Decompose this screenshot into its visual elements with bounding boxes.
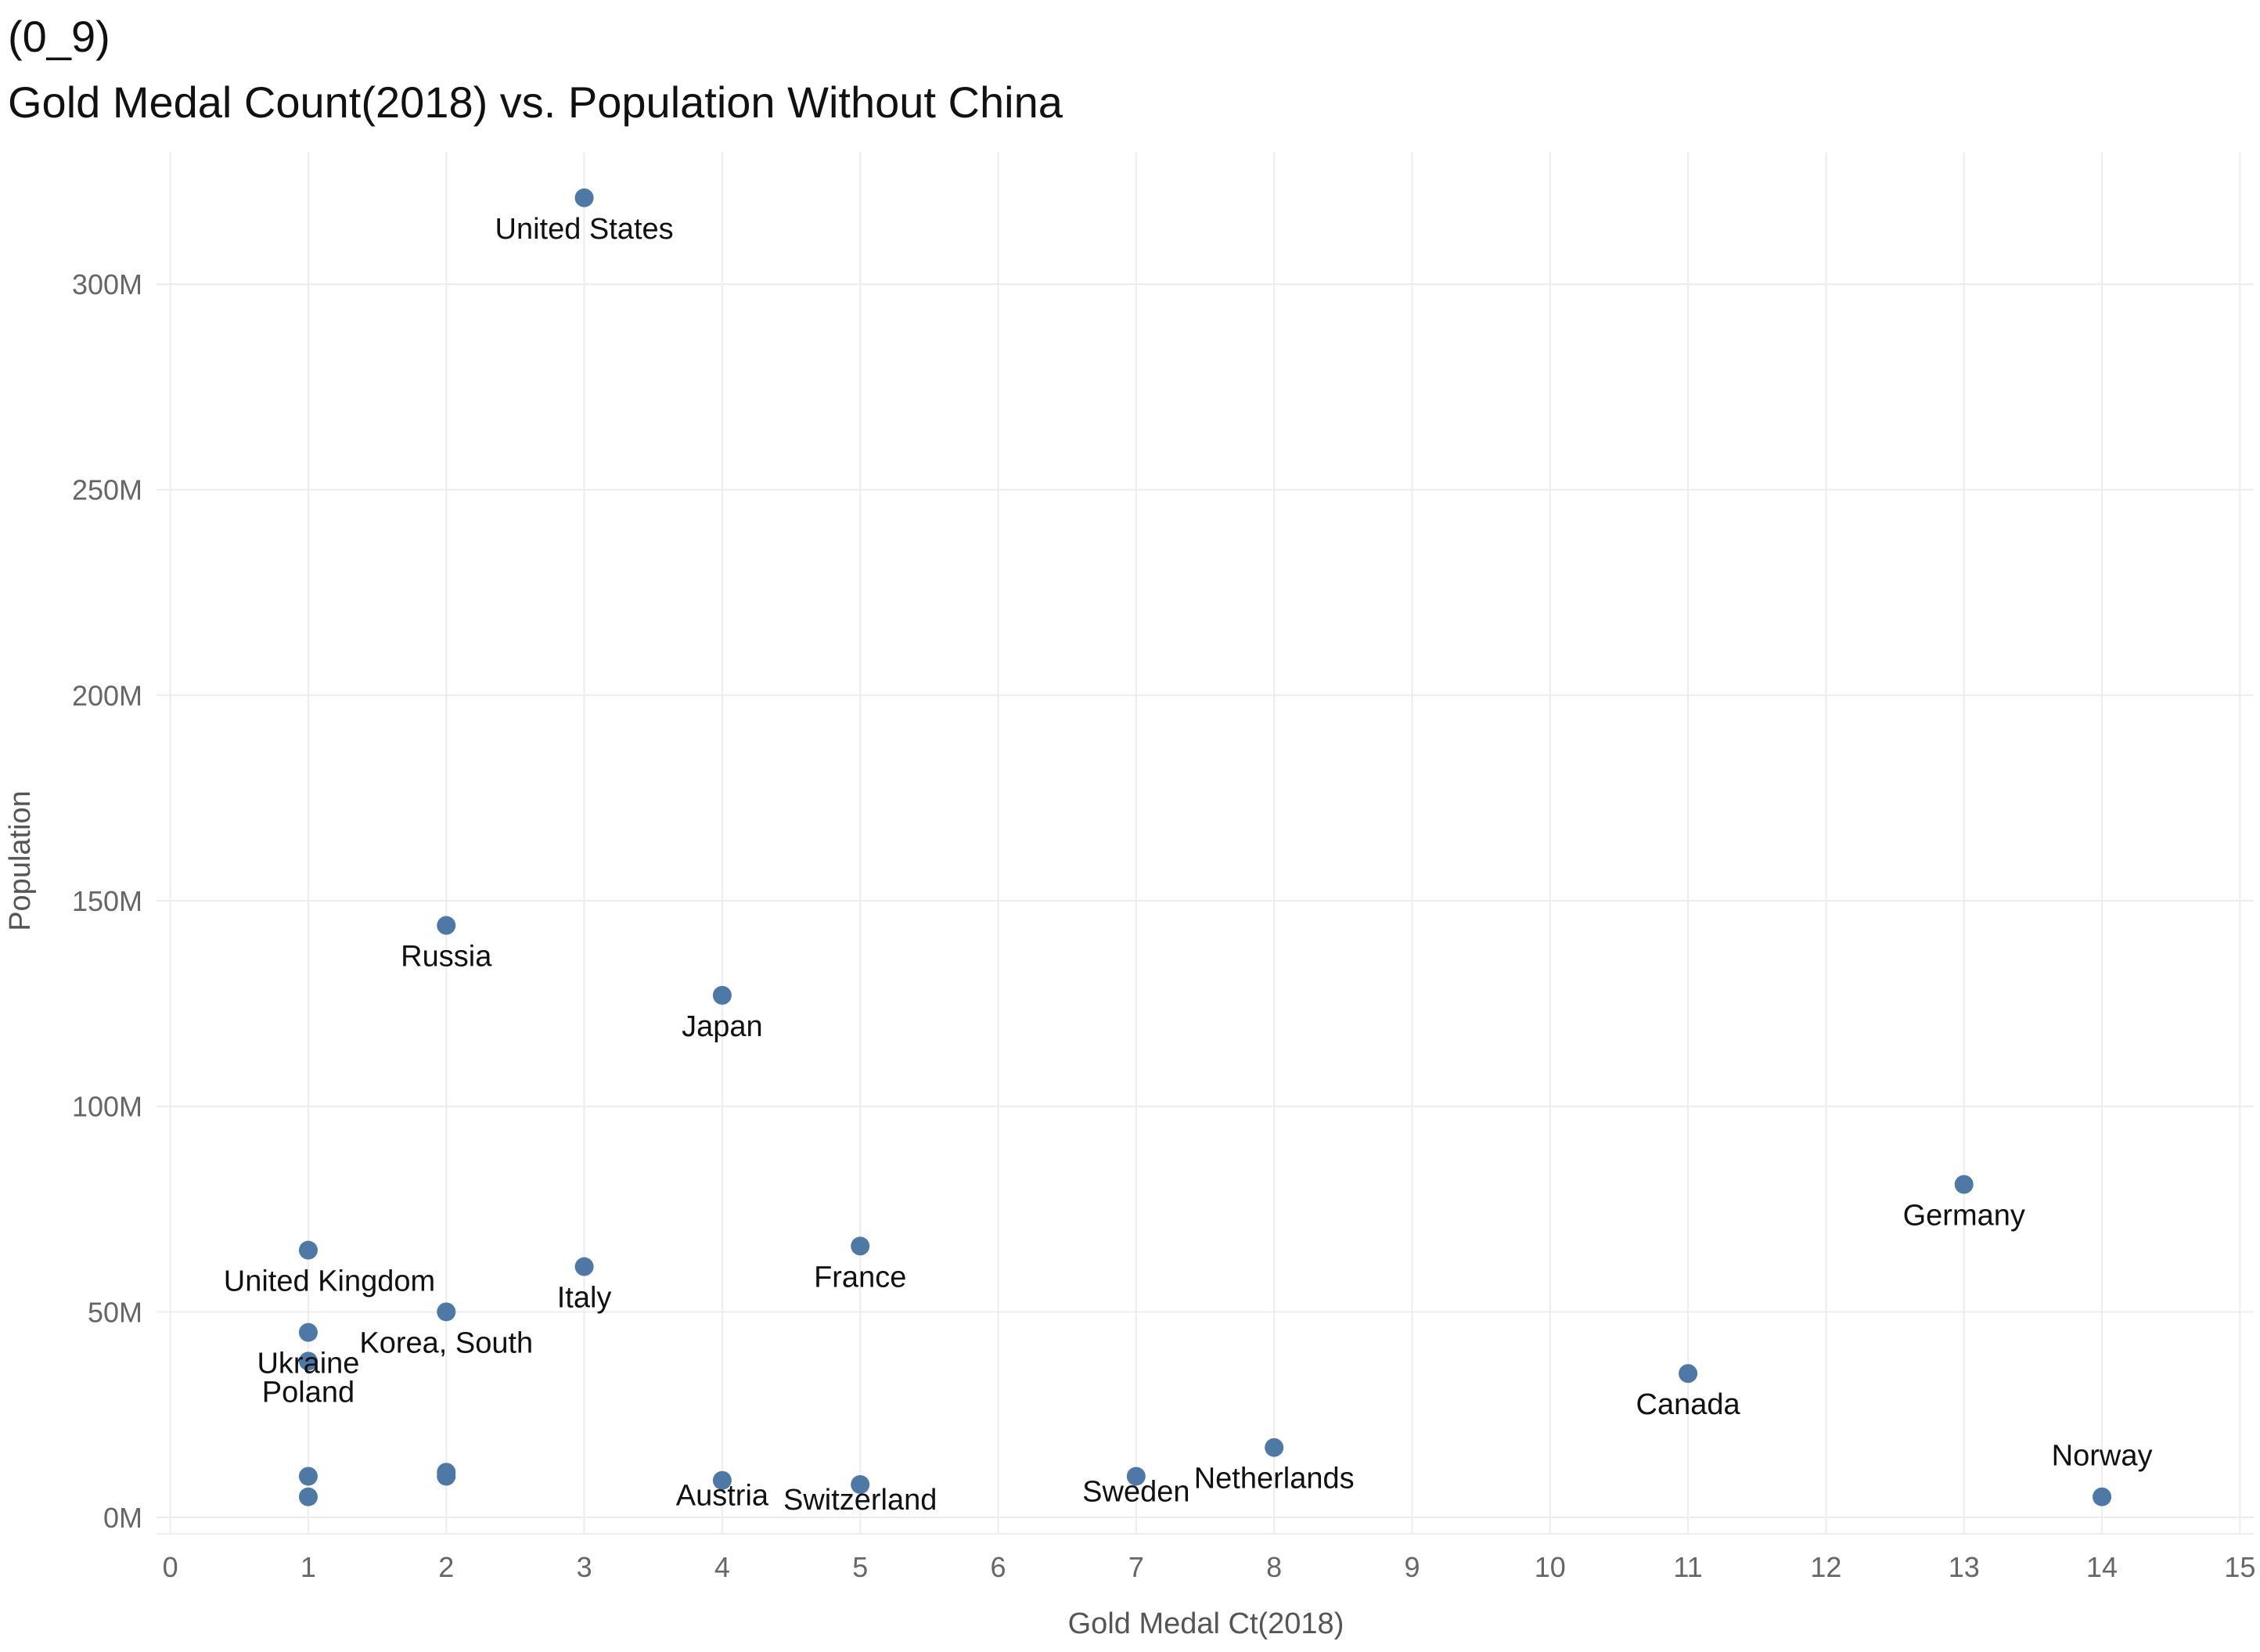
data-point	[712, 1470, 732, 1490]
data-point	[298, 1467, 318, 1486]
y-tick-label: 50M	[88, 1296, 142, 1328]
data-points	[298, 188, 2112, 1506]
x-tick-label: 12	[1810, 1551, 1841, 1583]
data-point	[1954, 1175, 1974, 1194]
x-tick-label: 13	[1949, 1551, 1980, 1583]
y-axis-ticks: 0M 50M 100M 150M 200M 250M 300M	[72, 268, 142, 1534]
data-point	[298, 1323, 318, 1342]
point-label: Korea, South	[359, 1326, 533, 1359]
chart-title-line1: (0_9)	[8, 12, 110, 61]
data-point	[1265, 1438, 1284, 1457]
data-point	[851, 1474, 870, 1494]
point-label: Italy	[557, 1282, 612, 1315]
data-point	[437, 916, 456, 935]
data-point	[574, 1257, 594, 1276]
x-axis-title: Gold Medal Ct(2018)	[1068, 1607, 1344, 1640]
x-tick-label: 0	[163, 1551, 178, 1583]
x-axis-ticks: 0 1 2 3 4 5 6 7 8 9 10 11 12 13 14 15	[163, 1551, 2256, 1583]
point-label: Canada	[1636, 1388, 1741, 1421]
y-tick-label: 150M	[72, 885, 142, 917]
x-tick-label: 1	[300, 1551, 316, 1583]
x-tick-label: 14	[2086, 1551, 2118, 1583]
point-label: Ukraine	[257, 1348, 359, 1380]
y-tick-label: 200M	[72, 679, 142, 711]
data-point	[1679, 1364, 1698, 1384]
point-label: Switzerland	[783, 1484, 937, 1517]
point-label: Sweden	[1082, 1475, 1189, 1508]
point-label: France	[814, 1261, 906, 1294]
x-tick-label: 8	[1266, 1551, 1282, 1583]
x-tick-label: 11	[1673, 1551, 1702, 1583]
x-tick-label: 10	[1535, 1551, 1566, 1583]
point-labels: United States Russia Japan Germany France Uni…	[224, 213, 2153, 1517]
x-tick-label: 6	[991, 1551, 1006, 1583]
data-point	[298, 1487, 318, 1506]
point-label: United States	[495, 213, 674, 246]
x-tick-label: 15	[2224, 1551, 2255, 1583]
y-tick-label: 100M	[72, 1091, 142, 1123]
data-point	[2093, 1487, 2112, 1506]
data-point	[437, 1467, 456, 1486]
x-tick-label: 7	[1128, 1551, 1144, 1583]
y-tick-label: 300M	[72, 268, 142, 301]
point-label: Russia	[401, 941, 492, 974]
y-tick-label: 250M	[72, 474, 142, 506]
data-point	[574, 188, 594, 207]
data-point	[712, 985, 732, 1005]
x-tick-label: 4	[714, 1551, 730, 1583]
point-label: Austria	[676, 1480, 769, 1513]
point-label: Germany	[1903, 1199, 2025, 1232]
point-label: Netherlands	[1194, 1463, 1355, 1495]
y-axis-title: Population	[4, 790, 37, 931]
data-point	[298, 1351, 318, 1371]
point-label: United Kingdom	[224, 1265, 435, 1298]
data-point	[1126, 1467, 1146, 1486]
y-tick-label: 0M	[103, 1502, 142, 1534]
data-point	[437, 1302, 456, 1322]
x-tick-label: 2	[438, 1551, 454, 1583]
x-tick-label: 5	[852, 1551, 868, 1583]
point-label: Japan	[682, 1010, 763, 1043]
point-label: Poland	[262, 1376, 354, 1409]
point-label: Norway	[2052, 1440, 2153, 1473]
x-tick-label: 3	[577, 1551, 592, 1583]
chart-title-line2: Gold Medal Count(2018) vs. Population Wi…	[8, 77, 1063, 127]
data-point	[851, 1236, 870, 1256]
x-tick-label: 9	[1404, 1551, 1420, 1583]
data-point	[298, 1240, 318, 1260]
gridlines	[157, 153, 2254, 1535]
